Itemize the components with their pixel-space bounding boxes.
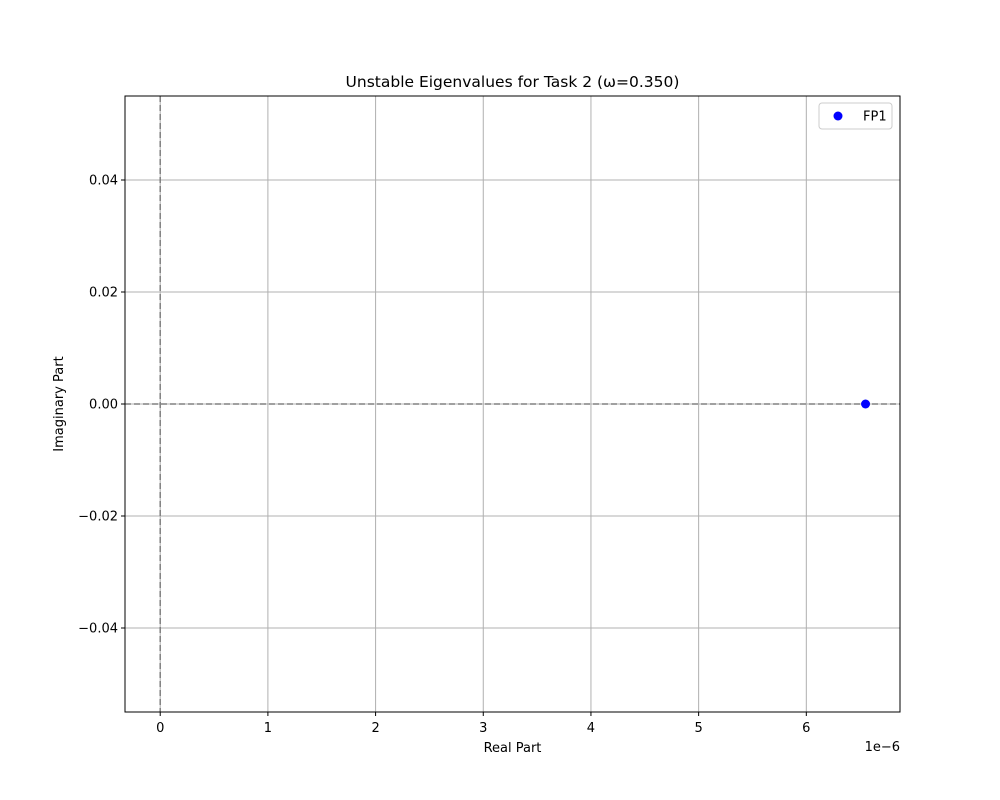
x-tick-label: 4: [587, 721, 595, 736]
x-tick-label: 2: [371, 721, 379, 736]
legend-label: FP1: [863, 110, 887, 125]
y-tick-label: −0.02: [78, 510, 118, 525]
x-tick-label: 0: [156, 721, 164, 736]
data-point-fp1: [861, 399, 871, 409]
x-tick-label: 6: [802, 721, 810, 736]
y-tick-label: 0.02: [89, 286, 118, 301]
data-points: [861, 399, 871, 409]
legend-marker: [833, 111, 843, 121]
x-tick-label: 1: [264, 721, 272, 736]
y-tick-label: 0.04: [89, 174, 118, 189]
x-tick-label: 5: [694, 721, 702, 736]
legend: FP1: [818, 102, 893, 130]
y-tick-label: 0.00: [89, 398, 118, 413]
x-axis-ticks: 0 1 2 3 4 5 6: [156, 712, 810, 736]
reference-lines: [125, 96, 900, 712]
chart-title: Unstable Eigenvalues for Task 2 (ω=0.350…: [346, 73, 680, 91]
legend-box: [818, 102, 893, 130]
y-axis-ticks: −0.04 −0.02 0.00 0.02 0.04: [78, 174, 125, 637]
x-tick-label: 3: [479, 721, 487, 736]
x-axis-offset-label: 1e−6: [865, 740, 900, 755]
x-axis-label: Real Part: [484, 741, 542, 756]
y-tick-label: −0.04: [78, 622, 118, 637]
y-axis-label: Imaginary Part: [52, 356, 67, 451]
